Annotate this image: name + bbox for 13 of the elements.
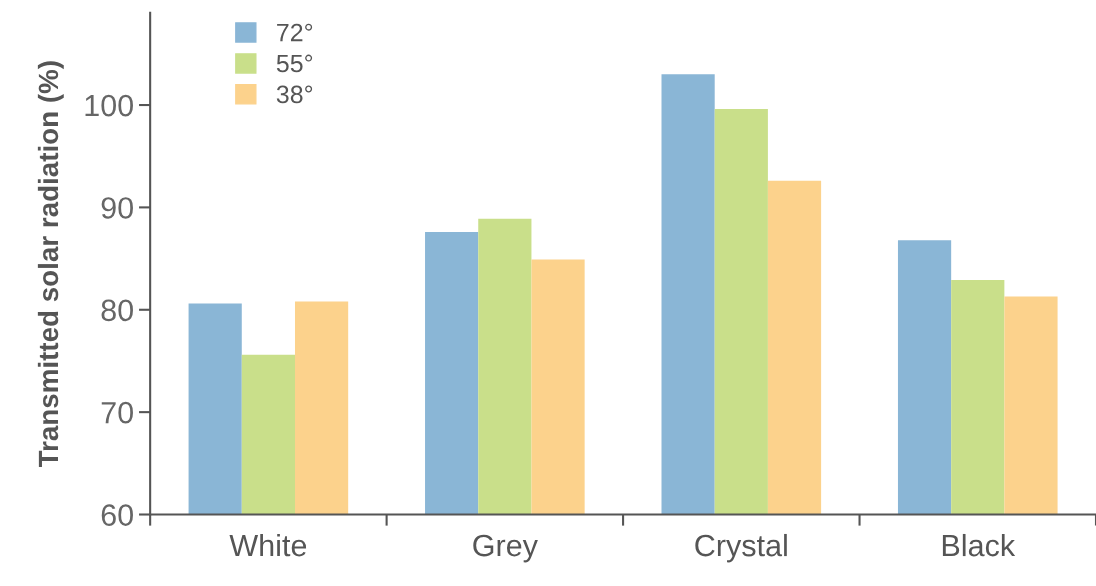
x-tick-label: Grey	[473, 534, 538, 563]
y-axis-title: Transmitted solar radiation (%)	[37, 61, 64, 468]
legend-label: 72°	[277, 23, 313, 42]
y-tick-label: 70	[101, 401, 133, 424]
x-tick-label: Crystal	[695, 533, 787, 563]
y-tick-label: 60	[101, 504, 133, 526]
x-tick-label: White	[229, 533, 307, 557]
legend-label: 38°	[276, 85, 313, 104]
y-tick-label: 100	[85, 94, 133, 117]
x-tick-label: Black	[942, 533, 1016, 557]
y-tick-label: 80	[101, 299, 133, 322]
legend-label: 55°	[276, 54, 313, 73]
y-tick-label: 90	[101, 197, 133, 219]
